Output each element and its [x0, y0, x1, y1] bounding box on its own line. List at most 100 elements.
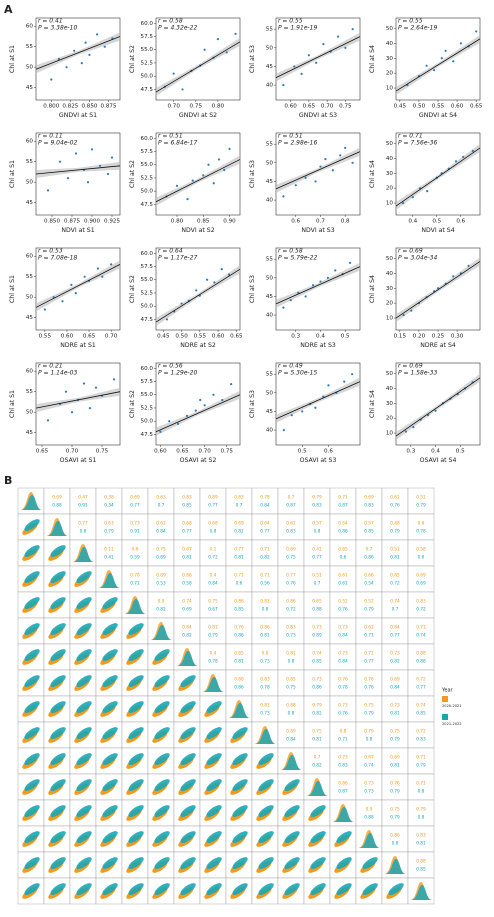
- correlation-value: 0.76: [390, 503, 400, 509]
- cell: [277, 799, 305, 827]
- correlation-value: 0.8: [80, 529, 87, 535]
- correlation-value: 0.88: [286, 703, 296, 709]
- correlation-value: 0.78: [130, 573, 140, 579]
- point: [43, 308, 46, 311]
- x-tick-label: 0.70: [198, 449, 211, 455]
- correlation-value: 0.69: [416, 573, 426, 579]
- cluster: [24, 857, 40, 869]
- correlation-value: 0.79: [364, 711, 374, 717]
- cluster: [206, 753, 222, 765]
- y-tick-label: 50.0: [141, 419, 154, 425]
- point: [300, 72, 303, 76]
- correlation-value: 0.82: [312, 711, 322, 717]
- y-tick-label: 40: [386, 41, 394, 47]
- correlation-value: 0.69: [182, 607, 192, 613]
- x-tick-label: 0.4: [316, 334, 325, 340]
- y-tick-label: 50: [26, 180, 34, 186]
- correlation-value: 0.84: [182, 625, 192, 631]
- x-axis-label: NDRE at S3: [300, 342, 336, 349]
- point: [282, 83, 285, 87]
- cell: [381, 669, 409, 697]
- correlation-value: 0.89: [286, 729, 296, 735]
- correlation-value: 0.71: [338, 495, 348, 501]
- cell: [199, 643, 227, 671]
- cluster: [154, 857, 170, 869]
- correlation-value: 0.85: [312, 659, 322, 665]
- point: [172, 72, 175, 75]
- cluster: [362, 883, 378, 895]
- point: [282, 428, 285, 432]
- cluster: [310, 857, 326, 869]
- cluster: [24, 831, 40, 843]
- p-annotation: P = 1.17e-27: [158, 255, 197, 262]
- cell: [43, 851, 71, 879]
- x-tick-label: 0.65: [230, 334, 243, 340]
- point: [96, 267, 99, 270]
- correlation-value: 0.79: [416, 763, 426, 769]
- cluster: [232, 727, 248, 739]
- cluster: [24, 701, 40, 713]
- correlation-value: 0.8: [314, 529, 321, 535]
- cell: [225, 591, 253, 619]
- point: [203, 48, 206, 51]
- legend-label: 2020-2021: [442, 704, 462, 708]
- cluster: [336, 883, 352, 895]
- density: [99, 573, 120, 588]
- cell: [381, 591, 409, 619]
- correlation-value: 0.67: [364, 755, 374, 761]
- y-tick-label: 30: [386, 56, 394, 62]
- x-tick-label: 0.60: [212, 334, 225, 340]
- correlation-value: 0.86: [182, 573, 192, 579]
- density: [359, 833, 380, 848]
- cell: [381, 747, 409, 775]
- point: [101, 275, 104, 278]
- cluster: [128, 727, 144, 739]
- cell: [251, 851, 279, 879]
- legend-label: 2021-2022: [442, 722, 462, 726]
- r-annotation: r = 0.53: [38, 248, 63, 255]
- cluster: [284, 883, 300, 895]
- point: [349, 261, 352, 265]
- cluster: [76, 753, 92, 765]
- cell: [355, 747, 383, 775]
- correlation-value: 0.8: [340, 729, 347, 735]
- point: [70, 411, 74, 414]
- legend-title: Year: [441, 688, 454, 694]
- cluster: [50, 857, 66, 869]
- cell: [303, 643, 331, 671]
- r-annotation: r = 0.41: [38, 18, 63, 25]
- correlation-value: 0.6: [418, 555, 425, 561]
- y-tick-label: 55: [266, 27, 274, 33]
- cell: [381, 773, 409, 801]
- correlation-value: 0.76: [338, 677, 348, 683]
- cell: [381, 799, 409, 827]
- fit-line: [35, 36, 121, 70]
- point: [181, 88, 184, 91]
- cluster: [128, 623, 144, 635]
- correlation-value: 0.88: [416, 659, 426, 665]
- correlation-value: 0.67: [182, 547, 192, 553]
- correlation-value: 0.7: [236, 503, 243, 509]
- plot-frame: [275, 362, 361, 446]
- cell: [147, 565, 175, 593]
- cell: [95, 539, 123, 567]
- cell: [329, 643, 357, 671]
- correlation-value: 0.72: [416, 729, 426, 735]
- y-axis-label: Chl at S3: [249, 160, 256, 188]
- point: [221, 398, 224, 402]
- cell: [199, 487, 227, 515]
- point: [206, 278, 209, 281]
- cluster: [102, 883, 118, 895]
- cluster: [102, 805, 118, 817]
- point: [74, 152, 78, 155]
- correlation-value: 0.11: [104, 547, 114, 553]
- point: [440, 57, 443, 60]
- correlation-value: 0.73: [364, 781, 374, 787]
- point: [88, 53, 91, 57]
- cluster: [258, 753, 274, 765]
- cluster: [50, 727, 66, 739]
- cell: [355, 513, 383, 541]
- correlation-value: 0.73: [338, 755, 348, 761]
- cell: [355, 591, 383, 619]
- y-tick-label: 55.0: [141, 277, 154, 283]
